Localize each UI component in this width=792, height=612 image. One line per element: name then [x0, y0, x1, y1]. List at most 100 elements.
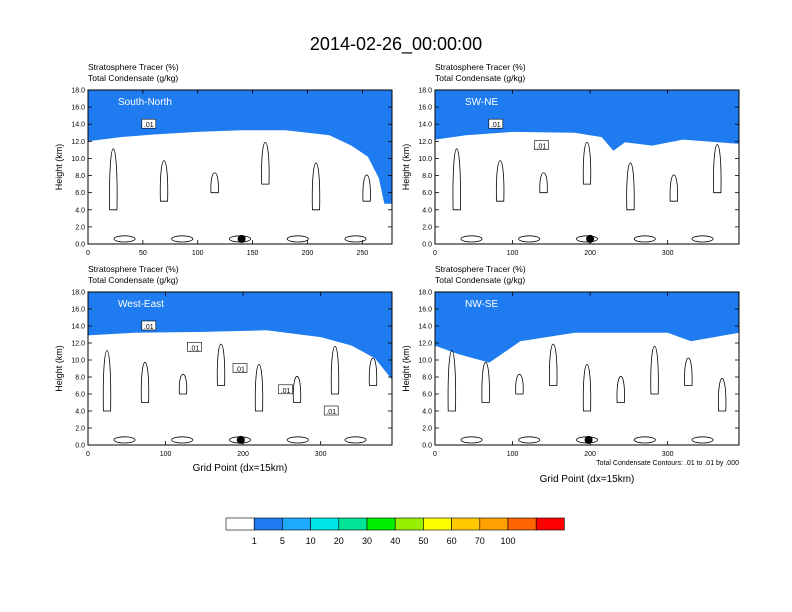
condensate-contour: [549, 344, 558, 386]
condensate-contour: [109, 148, 118, 211]
y-tick-label: 12.0: [418, 139, 432, 146]
colorbar-swatch: [507, 517, 537, 531]
y-tick-label: 12.0: [71, 341, 85, 348]
colorbar-label: 1: [252, 536, 257, 546]
x-tick-label: 200: [302, 250, 314, 257]
y-tick-label: 12.0: [418, 341, 432, 348]
condensate-contour: [582, 364, 592, 412]
condensate-contour: [216, 344, 226, 386]
condensate-contour: [447, 350, 457, 412]
y-tick-label: 14.0: [71, 324, 85, 331]
contour-label: .01: [488, 118, 504, 129]
y-tick-label: 6.0: [75, 392, 85, 399]
colorbar-swatch: [451, 517, 481, 531]
panel-label: NW-SE: [465, 299, 498, 310]
colorbar-swatch: [338, 517, 368, 531]
x-tick-label: 150: [247, 250, 259, 257]
tracer-band: [88, 292, 392, 380]
subtitle-tracer: Stratosphere Tracer (%): [435, 62, 526, 72]
x-tick-label: 0: [433, 250, 437, 257]
low-cloud-contour: [286, 436, 309, 444]
condensate-contour: [582, 142, 592, 185]
subtitle-condensate: Total Condensate (g/kg): [88, 275, 178, 285]
panel-label: West-East: [118, 299, 164, 310]
condensate-contour: [330, 345, 340, 395]
x-tick-label: 50: [139, 250, 147, 257]
y-axis-label: Height (km): [401, 345, 411, 392]
colorbar-swatch: [225, 517, 255, 531]
colorbar-swatch: [282, 517, 311, 531]
x-axis-label: Grid Point (dx=15km): [193, 463, 288, 474]
y-tick-label: 10.0: [418, 156, 432, 163]
x-tick-label: 0: [86, 451, 90, 458]
subtitle-condensate: Total Condensate (g/kg): [435, 73, 525, 83]
condensate-contour: [362, 174, 371, 202]
low-cloud-contour: [113, 436, 136, 444]
colorbar-swatch: [423, 517, 452, 531]
condensate-contour: [368, 357, 378, 386]
y-tick-label: 4.0: [75, 207, 85, 214]
svg-text:.01: .01: [144, 324, 154, 331]
low-cloud-contour: [344, 235, 367, 243]
condensate-contour: [159, 160, 169, 202]
plot-frame: [87, 291, 393, 446]
location-marker: [236, 435, 245, 444]
svg-text:.01: .01: [281, 388, 291, 395]
y-tick-label: 2.0: [422, 426, 432, 433]
low-cloud-contour: [460, 436, 483, 444]
low-cloud-contour: [691, 235, 714, 243]
svg-text:.01: .01: [190, 345, 200, 352]
subtitle-condensate: Total Condensate (g/kg): [435, 275, 525, 285]
x-tick-label: 300: [315, 451, 327, 458]
y-tick-label: 18.0: [71, 88, 85, 95]
plot-area: .01 .01: [435, 90, 739, 243]
figure-title: 2014-02-26_00:00:00: [310, 34, 482, 55]
contour-label: .01: [278, 384, 293, 395]
x-tick-label: 200: [237, 451, 249, 458]
condensate-contour: [210, 172, 219, 194]
condensate-contour: [311, 162, 321, 211]
low-cloud-contour: [113, 235, 136, 243]
x-tick-label: 100: [507, 250, 519, 257]
subtitle-tracer: Stratosphere Tracer (%): [88, 264, 179, 274]
panel-label: SW-NE: [465, 97, 498, 108]
y-tick-label: 8.0: [75, 375, 85, 382]
colorbar-swatch: [535, 517, 565, 531]
tracer-band: [435, 90, 739, 151]
x-tick-label: 100: [507, 451, 519, 458]
condensate-contour: [481, 362, 490, 403]
low-cloud-contour: [633, 235, 656, 243]
location-marker: [237, 234, 246, 243]
y-tick-label: 10.0: [418, 358, 432, 365]
contour-label: .01: [534, 140, 549, 151]
contour-footnote: Total Condensate Contours: .01 to .01 by…: [596, 460, 739, 467]
low-cloud-contour: [576, 235, 599, 243]
y-tick-label: 10.0: [71, 156, 85, 163]
y-tick-label: 2.0: [75, 224, 85, 231]
low-cloud-contour: [518, 436, 541, 444]
panel-south-north: .01 South-North Stratosphere Tracer (%)Tot…: [54, 62, 393, 257]
condensate-contour: [669, 174, 678, 202]
subtitle-tracer: Stratosphere Tracer (%): [88, 62, 179, 72]
contour-label: .01: [323, 405, 339, 416]
x-tick-label: 100: [192, 250, 204, 257]
condensate-contour: [616, 376, 625, 403]
y-axis-label: Height (km): [54, 144, 64, 191]
condensate-contour: [495, 160, 505, 202]
condensate-contour: [539, 172, 548, 194]
x-tick-label: 200: [584, 250, 596, 257]
y-tick-label: 16.0: [71, 307, 85, 314]
y-tick-label: 12.0: [71, 139, 85, 146]
x-tick-label: 200: [584, 451, 596, 458]
svg-text:.01: .01: [491, 122, 501, 129]
condensate-contour: [515, 373, 524, 395]
condensate-contour: [626, 162, 635, 211]
contour-label: .01: [141, 320, 157, 331]
colorbar-label: 10: [306, 536, 316, 546]
panel-label: South-North: [118, 97, 172, 108]
x-tick-label: 300: [662, 250, 674, 257]
tracer-band: [88, 90, 392, 204]
svg-text:.01: .01: [326, 409, 336, 416]
